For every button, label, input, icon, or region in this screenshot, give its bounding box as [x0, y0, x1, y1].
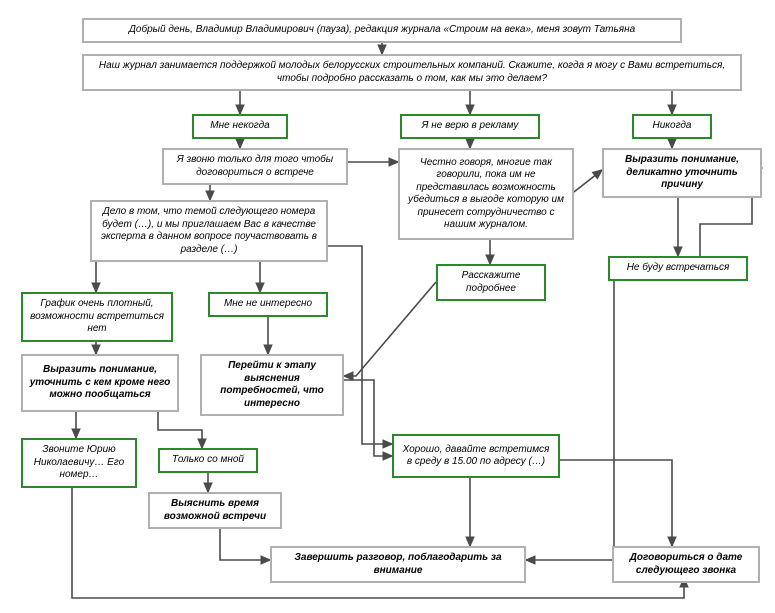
node-n15: Перейти к этапу выяснения потребностей, … — [200, 354, 344, 416]
node-n12: График очень плотный, возможности встрет… — [21, 292, 173, 342]
edge-n7-n8 — [574, 170, 602, 192]
node-n8: Выразить понимание, деликатно уточнить п… — [602, 148, 762, 198]
node-n9: Дело в том, что темой следующего номера … — [90, 200, 328, 262]
node-n2: Наш журнал занимается поддержкой молодых… — [82, 54, 742, 91]
node-n19: Хорошо, давайте встретимся в среду в 15.… — [392, 434, 560, 478]
edge-n18-n20 — [220, 524, 270, 560]
node-n11: Не буду встречаться — [608, 256, 748, 281]
node-n18: Выяснить время возможной встречи — [148, 492, 282, 529]
node-n5: Никогда — [632, 114, 712, 139]
node-n21: Договориться о дате следующего звонка — [612, 546, 760, 583]
edge-n19-n21 — [560, 460, 672, 546]
node-n6: Я звоню только для того чтобы договорить… — [162, 148, 348, 185]
edge-n11-n20 — [526, 276, 614, 560]
node-n4: Я не верю в рекламу — [400, 114, 540, 139]
node-n7: Честно говоря, многие так говорили, пока… — [398, 148, 574, 240]
edge-n15-n19 — [344, 380, 392, 456]
node-n20: Завершить разговор, поблагодарить за вни… — [270, 546, 526, 583]
node-n16: Звоните Юрию Николаевичу… Его номер… — [21, 438, 137, 488]
node-n14: Выразить понимание, уточнить с кем кроме… — [21, 354, 179, 412]
node-n10: Расскажите подробнее — [436, 264, 546, 301]
node-n13: Мне не интересно — [208, 292, 328, 317]
edge-n14-n17 — [158, 412, 202, 448]
edge-n10-n15 — [344, 282, 436, 376]
node-n1: Добрый день, Владимир Владимирович (пауз… — [82, 18, 682, 43]
node-n17: Только со мной — [158, 448, 258, 473]
node-n3: Мне некогда — [192, 114, 288, 139]
